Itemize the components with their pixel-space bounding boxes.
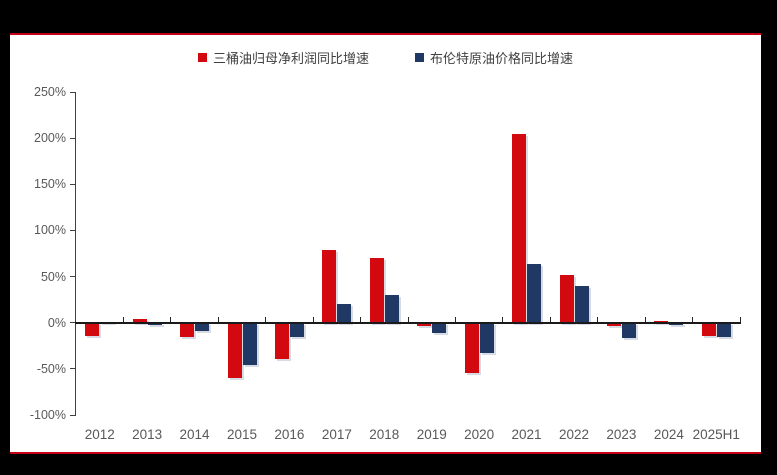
x-axis-label-2018: 2018 [369,427,400,442]
x-axis-label-2022: 2022 [558,427,590,442]
x-axis-label-2024: 2024 [653,427,684,442]
legend-item-brent: 布伦特原油价格同比增速 [415,48,573,67]
y-axis-tick-label: 100% [34,223,66,238]
bar-2015-profit [227,322,242,379]
x-axis-tick [597,316,599,322]
x-axis-tick [502,316,504,322]
x-axis-tick [407,316,409,322]
bar-2020-brent [479,322,494,354]
x-axis-label-2021: 2021 [511,427,542,442]
legend-label-profit: 三桶油归母净利润同比增速 [212,51,369,66]
bar-2021-profit [512,134,527,323]
x-axis-tick [692,316,694,322]
legend-swatch-profit-icon [197,53,207,62]
x-axis-tick [122,316,124,322]
bar-2017-brent [337,304,352,323]
bar-2012-profit [85,322,100,336]
bar-2014-brent [195,322,210,331]
y-axis-tick-label: 0% [47,315,66,330]
x-axis-label-2020: 2020 [464,427,495,442]
bar-2015-brent [242,322,257,366]
x-axis-label-2013: 2013 [132,427,163,442]
x-axis-label-2012: 2012 [84,427,115,442]
bar-2020-profit [464,322,479,373]
x-axis-tick [360,316,362,322]
y-axis-tick [70,137,75,139]
x-axis-zero-line [75,321,741,324]
bar-2022-profit [559,274,574,323]
bar-2018-brent [384,295,399,323]
report-page: 三桶油归母净利润同比增速 布伦特原油价格同比增速 250% 200% 150% 100… [10,33,761,454]
x-axis-tick [265,316,267,322]
x-axis-label-2019: 2019 [416,427,447,442]
x-axis-label-2023: 2023 [606,427,637,442]
bar-2013-brent [147,322,162,326]
y-axis-tick [70,368,75,370]
y-axis-tick [70,183,75,185]
x-axis-tick [312,316,314,322]
bar-2014-profit [180,322,195,337]
legend-swatch-brent-icon [415,53,424,62]
plot-area: 250% 200% 150% 100% 50% 0% -50% -100% 2012 2013 20… [30,85,741,442]
y-axis-tick-label: 250% [34,85,66,99]
bar-2022-brent [574,285,589,323]
x-axis-label-2017: 2017 [321,427,352,442]
x-axis-label-2015: 2015 [226,427,258,442]
y-axis-tick-label: -50% [36,361,66,376]
x-axis-tick [644,316,646,322]
y-axis-line [75,92,76,416]
legend-label-brent: 布伦特原油价格同比增速 [430,51,574,66]
bar-2025H1-brent [716,322,731,338]
bar-2016-brent [289,322,304,338]
bar-2019-profit [417,322,432,327]
y-axis-tick-label: 50% [40,269,66,284]
bar-2021-brent [527,263,542,323]
y-axis-tick-label: -100% [29,408,66,422]
y-axis-tick [70,229,75,231]
y-axis-tick [70,276,75,278]
bar-2019-brent [432,322,447,333]
chart-legend: 三桶油归母净利润同比增速 布伦特原油价格同比增速 [10,48,761,67]
bar-2023-profit [606,322,621,327]
y-axis-tick [70,91,75,93]
bar-2016-profit [274,322,289,359]
y-axis-tick-label: 150% [34,177,66,192]
bar-2013-profit [132,319,147,323]
bar-2017-profit [322,249,337,323]
x-axis-tick [217,316,219,322]
x-axis-tick [549,316,551,322]
x-axis-tick [454,316,456,322]
bar-2023-brent [621,322,636,339]
bar-2018-profit [369,258,384,323]
x-axis-label-2016: 2016 [274,427,305,442]
y-axis-tick [70,322,75,324]
x-axis-tick [170,316,172,322]
bar-2024-brent [669,322,684,326]
x-axis-tick [739,316,741,322]
legend-item-profit: 三桶油归母净利润同比增速 [197,48,369,67]
bar-2025H1-profit [701,322,716,336]
x-axis-label-2014: 2014 [179,427,210,442]
y-axis-tick-label: 200% [34,131,66,146]
x-axis-label-2025H1: 2025H1 [692,427,740,442]
y-axis-tick [70,414,75,416]
